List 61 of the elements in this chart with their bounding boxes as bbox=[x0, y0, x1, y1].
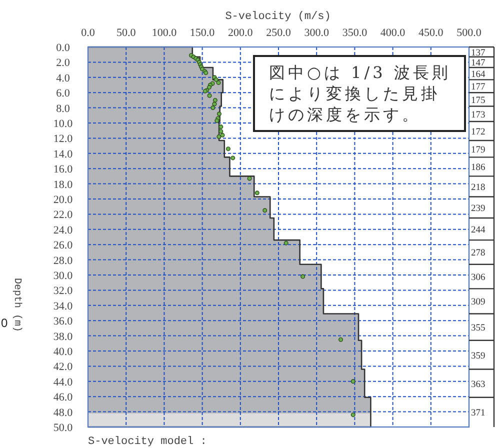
x-tick-label: 250.0 bbox=[266, 27, 292, 39]
x-tick-label: 350.0 bbox=[342, 27, 368, 39]
text: 172 bbox=[471, 127, 486, 138]
y-tick-label: 10.0 bbox=[53, 118, 74, 130]
y-tick-label: 16.0 bbox=[53, 164, 74, 176]
y-tick-label: 34.0 bbox=[53, 300, 74, 312]
text: 355 bbox=[471, 324, 486, 334]
y-tick-label: 30.0 bbox=[53, 270, 74, 282]
text: 371 bbox=[471, 408, 486, 419]
text: 186 bbox=[471, 163, 486, 174]
y-tick-label: 24.0 bbox=[53, 224, 74, 236]
y-tick-label: 28.0 bbox=[53, 254, 74, 267]
text: 164 bbox=[471, 70, 486, 80]
text: 147 bbox=[471, 58, 486, 69]
x-tick-label: 300.0 bbox=[304, 27, 330, 39]
text: 239 bbox=[471, 204, 486, 214]
text: 177 bbox=[471, 82, 486, 93]
text: 309 bbox=[471, 298, 486, 308]
x-tick-label: 200.0 bbox=[228, 27, 254, 39]
y-tick-label: 46.0 bbox=[53, 392, 74, 404]
text: 244 bbox=[471, 226, 486, 236]
text: 359 bbox=[471, 351, 486, 362]
y-axis-title: Depth (m) bbox=[11, 278, 23, 332]
text: 218 bbox=[471, 182, 486, 193]
y-tick-label: 18.0 bbox=[53, 178, 74, 191]
y-tick-label: 44.0 bbox=[53, 376, 74, 388]
y-tick-label: 42.0 bbox=[53, 361, 74, 374]
text: S-velocity model : bbox=[88, 436, 207, 448]
x-tick-label: 100.0 bbox=[152, 27, 178, 39]
text: 137 bbox=[471, 48, 486, 58]
y-tick-label: 48.0 bbox=[53, 406, 74, 419]
y-tick-label: 0.0 bbox=[56, 42, 70, 54]
y-tick-label: 6.0 bbox=[56, 88, 70, 100]
x-axis-title: S-velocity (m/s) bbox=[225, 11, 331, 23]
y-tick-label: 20.0 bbox=[53, 194, 74, 206]
y-tick-label: 12.0 bbox=[53, 133, 74, 146]
text: 306 bbox=[471, 273, 486, 284]
y-tick-label: 14.0 bbox=[53, 148, 74, 160]
y-tick-label: 22.0 bbox=[53, 209, 74, 222]
y-tick-label: 38.0 bbox=[53, 330, 74, 343]
y-tick-label: 26.0 bbox=[53, 240, 74, 252]
text: 175 bbox=[471, 96, 486, 106]
y-tick-label: 40.0 bbox=[53, 346, 74, 358]
y-tick-label: 50.0 bbox=[53, 422, 74, 434]
text: 179 bbox=[471, 145, 486, 156]
y-tick-label: 8.0 bbox=[56, 102, 70, 115]
text: 278 bbox=[471, 248, 486, 259]
x-tick-label: 500.0 bbox=[456, 27, 482, 39]
x-tick-label: 450.0 bbox=[418, 27, 444, 39]
y-tick-label: 36.0 bbox=[53, 316, 74, 328]
text: 173 bbox=[471, 110, 486, 120]
y-tick-label: 32.0 bbox=[53, 285, 74, 298]
text: 363 bbox=[471, 380, 486, 390]
annotation: 図中○は 1/3 波長則により変換した見掛けの深度を示す。 bbox=[253, 55, 466, 132]
y-tick-label: 2.0 bbox=[56, 57, 70, 70]
x-tick-label: 400.0 bbox=[380, 27, 406, 39]
text: 0 bbox=[1, 316, 8, 330]
x-tick-label: 150.0 bbox=[190, 27, 216, 39]
x-tick-label: 0.0 bbox=[81, 27, 96, 39]
y-tick-label: 4.0 bbox=[56, 72, 70, 84]
x-tick-label: 50.0 bbox=[116, 27, 136, 39]
